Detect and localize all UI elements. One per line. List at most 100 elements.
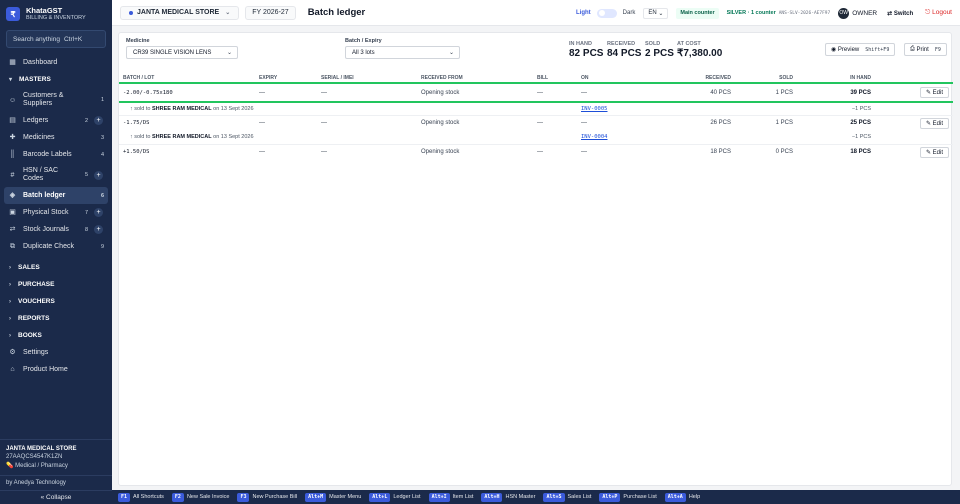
medicine-value: CR39 SINGLE VISION LENS: [133, 49, 212, 56]
theme-light-label: Light: [575, 10, 591, 16]
shortcut-item-list[interactable]: Alt+I Item List: [428, 492, 473, 502]
shortcut-sales-list[interactable]: Alt+S Sales List: [543, 492, 591, 502]
received-from-cell: Opening stock: [417, 82, 533, 103]
filter-bar: Medicine CR39 SINGLE VISION LENS ⌄ Batch…: [119, 33, 951, 69]
print-button[interactable]: ⎙ Print F9: [904, 43, 947, 56]
shortcut-number: 7: [84, 209, 88, 216]
company-gstin: 27AAQCS4547K1ZN: [6, 454, 63, 460]
table-row[interactable]: +1.50/DS — — Opening stock — — 18 PCS 0 …: [119, 143, 953, 160]
sidebar-item-duplicate-check[interactable]: ⧉ Duplicate Check 9: [0, 238, 112, 255]
shortcut-help[interactable]: Alt+A Help: [664, 492, 700, 502]
stat-sold: SOLD 2 PCS: [645, 41, 674, 59]
section-vouchers[interactable]: › VOUCHERS: [0, 293, 112, 310]
medicine-label: Medicine: [126, 38, 150, 44]
table-row[interactable]: -2.00/-0.75x180 — — Opening stock — — 40…: [119, 82, 953, 103]
sidebar-item-batch-ledger[interactable]: ◈ Batch ledger 6: [4, 187, 108, 204]
language-selector[interactable]: EN ⌄: [643, 7, 669, 19]
logout-button[interactable]: ⎋ Logout: [925, 9, 952, 16]
preview-button[interactable]: ◉ Preview Shift+F9: [825, 43, 896, 56]
batch-ledger-panel: Medicine CR39 SINGLE VISION LENS ⌄ Batch…: [118, 32, 953, 486]
shortcut-master-menu[interactable]: Alt+M Master Menu: [305, 492, 361, 502]
shortcut-key: F2: [171, 492, 184, 502]
actions-cell: ✎ Edit: [875, 143, 953, 160]
col-in-hand: IN HAND: [797, 73, 875, 84]
stat-value: 84 PCS: [607, 48, 642, 59]
shortcut-ledger-list[interactable]: Alt+L Ledger List: [369, 492, 421, 502]
sidebar-item-stock-journals[interactable]: ⇄ Stock Journals 8 +: [0, 221, 112, 238]
stat-value: 2 PCS: [645, 48, 674, 59]
section-purchase[interactable]: › PURCHASE: [0, 276, 112, 293]
sale-party: SHREE RAM MEDICAL: [152, 105, 212, 112]
serial-cell: —: [317, 82, 417, 103]
shortcut-key: F3: [237, 492, 250, 502]
sidebar-item-dashboard[interactable]: ▦ Dashboard: [0, 54, 112, 71]
sidebar-item-medicines[interactable]: ✚ Medicines 3: [0, 129, 112, 146]
users-icon: ☺: [9, 96, 17, 104]
received-cell: 26 PCS: [667, 114, 735, 131]
sale-on-word: on: [213, 105, 220, 112]
sale-row: ↑ sold to SHREE RAM MEDICAL on 13 Sept 2…: [119, 102, 953, 115]
col-serial: SERIAL / IMEI: [317, 73, 417, 84]
search-input[interactable]: Search anything Ctrl+K: [6, 30, 106, 48]
section-books[interactable]: › BOOKS: [0, 327, 112, 344]
sale-row: ↑ sold to SHREE RAM MEDICAL on 13 Sept 2…: [119, 131, 953, 144]
add-stock-journal-button[interactable]: +: [94, 225, 103, 234]
table-row[interactable]: -1.75/DS — — Opening stock — — 26 PCS 1 …: [119, 114, 953, 131]
sidebar-item-product-home[interactable]: ⌂ Product Home: [0, 361, 112, 378]
switch-user-button[interactable]: ⇄ Switch: [887, 10, 914, 17]
edit-button[interactable]: ✎ Edit: [919, 87, 949, 98]
medicine-select[interactable]: CR39 SINGLE VISION LENS ⌄: [126, 46, 238, 59]
section-masters[interactable]: ▾ MASTERS: [0, 71, 112, 88]
shortcut-new-sale[interactable]: F2 New Sale Invoice: [171, 492, 229, 502]
topbar: JANTA MEDICAL STORE ⌄ FY 2026-27 Batch l…: [112, 0, 960, 26]
section-sales[interactable]: › SALES: [0, 259, 112, 276]
avatar[interactable]: OW: [838, 7, 850, 19]
shortcut-purchase-list[interactable]: Alt+P Purchase List: [599, 492, 657, 502]
edit-button[interactable]: ✎ Edit: [919, 146, 949, 158]
edit-button[interactable]: ✎ Edit: [919, 117, 949, 129]
add-ledger-button[interactable]: +: [94, 116, 103, 125]
sidebar-item-hsn-sac[interactable]: # HSN / SAC Codes 5 +: [0, 163, 112, 187]
sidebar-item-label: Batch ledger: [23, 192, 66, 199]
on-cell: —: [577, 82, 667, 103]
sale-prefix: ↑ sold to: [130, 105, 151, 112]
shortcut-hsn-master[interactable]: Alt+H HSN Master: [481, 492, 535, 502]
col-sold: SOLD: [735, 73, 797, 84]
brand[interactable]: ₹ KhataGST BILLING & INVENTORY: [0, 0, 112, 28]
pill-icon: ✚: [9, 134, 16, 141]
store-selector[interactable]: JANTA MEDICAL STORE ⌄: [120, 5, 240, 20]
add-physical-stock-button[interactable]: +: [94, 208, 103, 217]
section-reports[interactable]: › REPORTS: [0, 310, 112, 327]
chevron-down-icon: ⌄: [658, 10, 664, 17]
serial-cell: —: [317, 143, 417, 160]
batch-expiry-select[interactable]: All 3 lots ⌄: [345, 46, 460, 59]
shortcut-all[interactable]: F1 All Shortcuts: [118, 492, 164, 502]
sidebar-item-physical-stock[interactable]: ▣ Physical Stock 7 +: [0, 204, 112, 221]
app-subtitle: BILLING & INVENTORY: [26, 15, 86, 21]
batch-table: BATCH / LOT EXPIRY SERIAL / IMEI RECEIVE…: [119, 73, 953, 160]
dashboard-icon: ▦: [9, 59, 16, 66]
shortcut-label: Ledger List: [393, 494, 421, 500]
financial-year-selector[interactable]: FY 2026-27: [245, 5, 296, 20]
collapse-button[interactable]: « Collapse: [0, 490, 112, 504]
section-label: PURCHASE: [18, 281, 55, 288]
sidebar-item-barcode-labels[interactable]: ║ Barcode Labels 4: [0, 146, 112, 163]
shortcut-number: 4: [100, 151, 104, 158]
shortcut-key: Alt+H: [481, 492, 503, 502]
vendor-credit: by Anedya Technology: [0, 475, 112, 490]
theme-toggle[interactable]: [596, 8, 617, 18]
invoice-link[interactable]: INV-0005: [581, 105, 608, 112]
shortcut-new-purchase[interactable]: F3 New Purchase Bill: [237, 492, 297, 502]
stat-at-cost: AT COST ₹7,380.00: [677, 41, 722, 59]
stat-received: RECEIVED 84 PCS: [607, 41, 641, 59]
company-type-label: Medical / Pharmacy: [15, 463, 68, 469]
company-type: 💊 Medical / Pharmacy: [6, 462, 106, 469]
search-shortcut: Ctrl+K: [63, 35, 83, 43]
sidebar-item-label: Stock Journals: [23, 226, 69, 233]
sidebar-item-customers-suppliers[interactable]: ☺ Customers & Suppliers 1: [0, 88, 112, 112]
invoice-link[interactable]: INV-0004: [581, 134, 608, 141]
sidebar-item-settings[interactable]: ⚙ Settings: [0, 344, 112, 361]
add-hsn-button[interactable]: +: [94, 170, 103, 180]
received-from-cell: Opening stock: [417, 114, 533, 131]
sidebar-item-ledgers[interactable]: ▤ Ledgers 2 +: [0, 112, 112, 129]
